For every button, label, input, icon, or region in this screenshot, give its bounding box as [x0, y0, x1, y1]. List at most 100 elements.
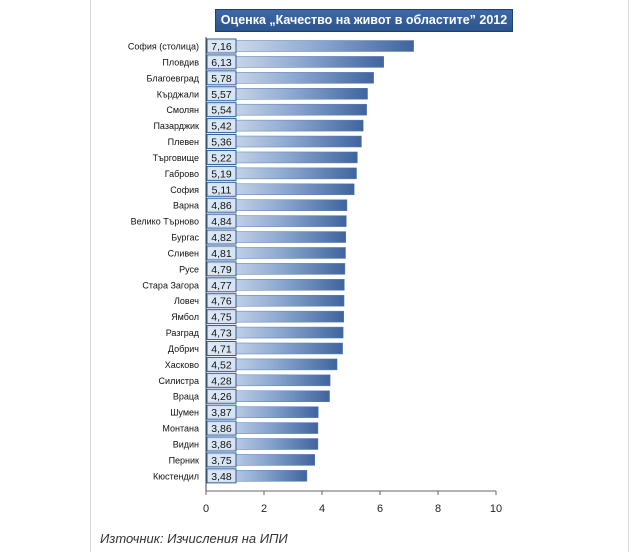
value-label-box — [206, 261, 237, 277]
category-label: Шумен — [170, 408, 199, 418]
value-label: 4,81 — [211, 248, 232, 260]
x-tick-label: 6 — [377, 503, 383, 515]
value-label: 4,79 — [211, 264, 232, 276]
value-label-box — [206, 134, 237, 150]
category-label: Бургас — [171, 233, 199, 243]
value-label: 4,71 — [211, 343, 232, 355]
category-label: Пазарджик — [153, 121, 199, 131]
category-label: Велико Търново — [131, 217, 199, 227]
value-label: 5,36 — [211, 137, 232, 149]
value-label-box — [206, 309, 237, 325]
value-label-box — [206, 213, 237, 229]
bar — [205, 40, 414, 52]
value-label-box — [206, 468, 237, 484]
value-label-box — [206, 372, 237, 388]
value-label: 4,76 — [211, 296, 232, 308]
value-label: 4,86 — [211, 200, 232, 212]
value-label: 4,28 — [211, 375, 232, 387]
value-label-box — [206, 181, 237, 197]
category-label: Сливен — [168, 248, 199, 258]
bars-layer — [205, 40, 414, 482]
value-label: 5,22 — [211, 152, 232, 164]
category-label: Габрово — [165, 169, 199, 179]
category-label: Пловдив — [162, 57, 199, 67]
value-label-box — [206, 165, 237, 181]
value-label-box — [206, 436, 237, 452]
value-label-box — [206, 388, 237, 404]
value-label: 5,19 — [211, 168, 232, 180]
category-labels-layer: София (столица) Пловдив Благоевград Кърджал… — [128, 42, 200, 482]
x-tick-label: 0 — [203, 503, 209, 515]
value-label-box — [206, 420, 237, 436]
value-label: 5,11 — [212, 184, 232, 196]
category-label: Добрич — [168, 344, 199, 354]
value-label: 3,75 — [211, 455, 232, 467]
category-label: Русе — [179, 264, 199, 274]
value-label: 4,52 — [211, 359, 232, 371]
category-label: Благоевград — [147, 73, 200, 83]
value-label: 3,48 — [211, 471, 232, 483]
category-label: София (столица) — [128, 42, 199, 52]
value-label: 5,54 — [211, 105, 232, 117]
value-label-box — [206, 70, 237, 86]
value-label: 7,16 — [211, 41, 232, 53]
value-label-box — [206, 404, 237, 420]
category-label: Ямбол — [171, 312, 199, 322]
value-label: 4,26 — [211, 391, 232, 403]
x-tick-label: 8 — [435, 503, 441, 515]
category-label: Силистра — [159, 376, 199, 386]
category-label: Стара Загора — [142, 280, 199, 290]
value-label: 4,75 — [211, 312, 232, 324]
value-label-box — [206, 118, 237, 134]
page-right-border — [628, 0, 629, 552]
page-left-border — [90, 0, 91, 552]
category-label: Разград — [166, 328, 200, 338]
value-label: 3,87 — [211, 407, 232, 419]
value-label: 3,86 — [211, 423, 232, 435]
value-label-box — [206, 293, 237, 309]
value-label-box — [206, 356, 237, 372]
category-label: Перник — [169, 455, 199, 465]
value-label-box — [206, 245, 237, 261]
value-label: 4,82 — [211, 232, 232, 244]
category-label: Ловеч — [174, 296, 199, 306]
value-label: 5,42 — [211, 121, 232, 133]
value-label-box — [206, 38, 237, 54]
category-label: Варна — [173, 201, 199, 211]
value-label-box — [206, 277, 237, 293]
value-label-box — [206, 102, 237, 118]
value-label: 3,86 — [211, 439, 232, 451]
value-labels-layer: 7,16 6,13 5,78 5,57 5,54 5,42 5,36 5,22 5,19 5,11… — [206, 38, 237, 484]
value-label: 4,84 — [211, 216, 232, 228]
value-label: 4,77 — [211, 280, 232, 292]
source-note: Източник: Изчисления на ИПИ — [100, 531, 288, 546]
x-tick-label: 2 — [261, 503, 267, 515]
value-label-box — [206, 197, 237, 213]
category-label: Враца — [173, 392, 199, 402]
chart-title: Оценка „Качество на живот в областите” 2… — [215, 9, 513, 32]
x-tick-label: 10 — [490, 503, 502, 515]
category-label: Плевен — [168, 137, 199, 147]
x-tick-label: 4 — [319, 503, 325, 515]
category-label: Търговище — [153, 153, 199, 163]
x-axis: 0 2 4 6 8 10 — [203, 37, 502, 515]
category-label: София — [170, 185, 199, 195]
category-label: Кърджали — [157, 89, 199, 99]
value-label: 6,13 — [211, 57, 232, 69]
category-label: Смолян — [166, 105, 199, 115]
value-label: 5,78 — [211, 73, 232, 85]
value-label-box — [206, 86, 237, 102]
category-label: Хасково — [165, 360, 199, 370]
category-label: Кюстендил — [153, 471, 199, 481]
value-label-box — [206, 325, 237, 341]
value-label-box — [206, 149, 237, 165]
value-label: 5,57 — [211, 89, 232, 101]
value-label-box — [206, 452, 237, 468]
value-label-box — [206, 340, 237, 356]
category-label: Видин — [173, 440, 199, 450]
category-label: Монтана — [162, 424, 199, 434]
value-label: 4,73 — [211, 328, 232, 340]
value-label-box — [206, 54, 237, 70]
value-label-box — [206, 229, 237, 245]
